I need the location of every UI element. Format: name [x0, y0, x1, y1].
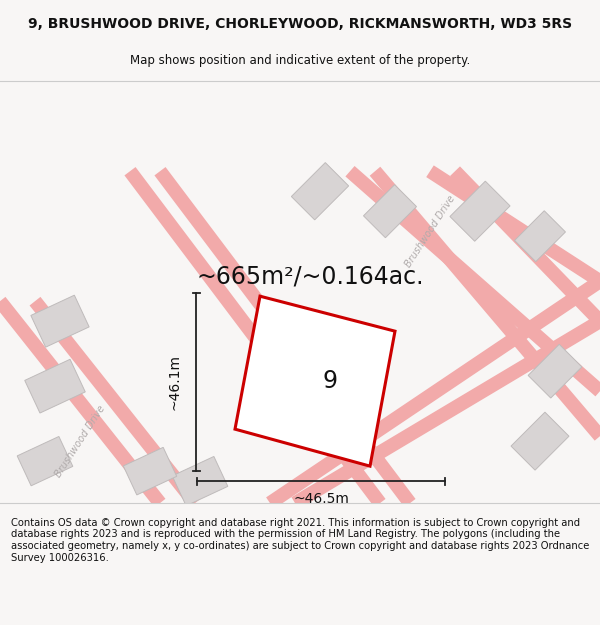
Text: ~46.5m: ~46.5m [293, 492, 349, 506]
Polygon shape [528, 344, 582, 398]
Polygon shape [364, 185, 416, 238]
Polygon shape [17, 436, 73, 486]
Polygon shape [25, 359, 85, 413]
Text: 9, BRUSHWOOD DRIVE, CHORLEYWOOD, RICKMANSWORTH, WD3 5RS: 9, BRUSHWOOD DRIVE, CHORLEYWOOD, RICKMAN… [28, 18, 572, 31]
Polygon shape [515, 211, 565, 262]
Polygon shape [123, 448, 177, 495]
Text: Brushwood Drive: Brushwood Drive [53, 403, 107, 479]
Text: ~665m²/~0.164ac.: ~665m²/~0.164ac. [196, 264, 424, 288]
Polygon shape [172, 456, 228, 506]
Text: 9: 9 [323, 369, 337, 392]
Text: ~46.1m: ~46.1m [167, 354, 181, 410]
Polygon shape [511, 412, 569, 470]
Polygon shape [292, 162, 349, 220]
Text: Map shows position and indicative extent of the property.: Map shows position and indicative extent… [130, 54, 470, 68]
Polygon shape [31, 295, 89, 347]
Polygon shape [450, 181, 510, 241]
Text: Contains OS data © Crown copyright and database right 2021. This information is : Contains OS data © Crown copyright and d… [11, 518, 589, 562]
Polygon shape [235, 296, 395, 466]
Text: Brushwood Drive: Brushwood Drive [403, 194, 457, 269]
